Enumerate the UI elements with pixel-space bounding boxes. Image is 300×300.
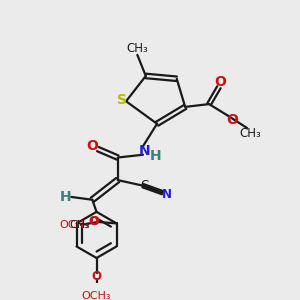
- Text: O: O: [88, 215, 98, 229]
- Text: O: O: [92, 270, 101, 283]
- Text: N: N: [139, 144, 150, 158]
- Text: N: N: [162, 188, 172, 201]
- Text: CH₃: CH₃: [127, 42, 148, 55]
- Text: OCH₃: OCH₃: [60, 220, 89, 230]
- Text: H: H: [150, 149, 161, 163]
- Text: C: C: [140, 179, 148, 192]
- Text: CH₃: CH₃: [239, 127, 261, 140]
- Text: O: O: [89, 215, 99, 229]
- Text: O: O: [214, 75, 226, 89]
- Text: O: O: [86, 139, 98, 153]
- Text: H: H: [60, 190, 71, 204]
- Text: CH₃: CH₃: [69, 220, 90, 230]
- Text: O: O: [226, 112, 238, 127]
- Text: OCH₃: OCH₃: [82, 291, 111, 300]
- Text: S: S: [117, 93, 127, 107]
